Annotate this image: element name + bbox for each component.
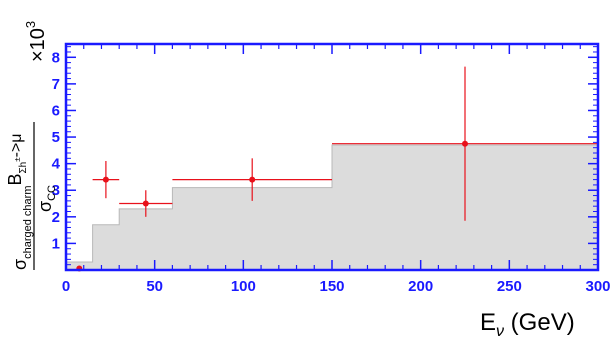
- y-tick-label: 6: [52, 102, 60, 119]
- svg-text:σCC: σCC: [35, 185, 58, 212]
- x-tick-label: 50: [146, 278, 163, 295]
- svg-text:σcharged charmBΣh±->μ: σcharged charmBΣh±->μ: [5, 133, 34, 270]
- data-point: [332, 66, 598, 221]
- data-point: [172, 158, 332, 201]
- x-tick-label: 100: [231, 278, 256, 295]
- x-tick-label: 250: [497, 278, 522, 295]
- y-tick-label: 2: [52, 209, 60, 226]
- x-axis-title: Eν (GeV): [480, 309, 575, 340]
- x-tick-label: 0: [62, 278, 70, 295]
- x-tick-label: 200: [408, 278, 433, 295]
- data-point: [119, 190, 173, 217]
- y-tick-label: 4: [52, 156, 61, 173]
- marker: [249, 176, 256, 183]
- data-point: [92, 160, 120, 199]
- y-tick-label: 1: [52, 235, 60, 252]
- data-points: [76, 66, 598, 272]
- marker: [102, 176, 109, 183]
- axis-ticks: 0 50 100 150 200 250 300 1 2 3 4 5 6 7 8: [52, 44, 611, 295]
- y-tick-label: 5: [52, 129, 60, 146]
- y-tick-label: 3: [52, 182, 60, 199]
- marker: [462, 140, 468, 147]
- x-tick-label: 300: [585, 278, 610, 295]
- y-axis-title: σcharged charmBΣh±->μ σCC: [5, 122, 58, 270]
- y-tick-label: 7: [52, 76, 60, 93]
- marker: [142, 200, 149, 207]
- x-tick-label: 150: [319, 278, 344, 295]
- y-multiplier: ×103: [23, 21, 49, 62]
- y-tick-label: 8: [52, 49, 60, 66]
